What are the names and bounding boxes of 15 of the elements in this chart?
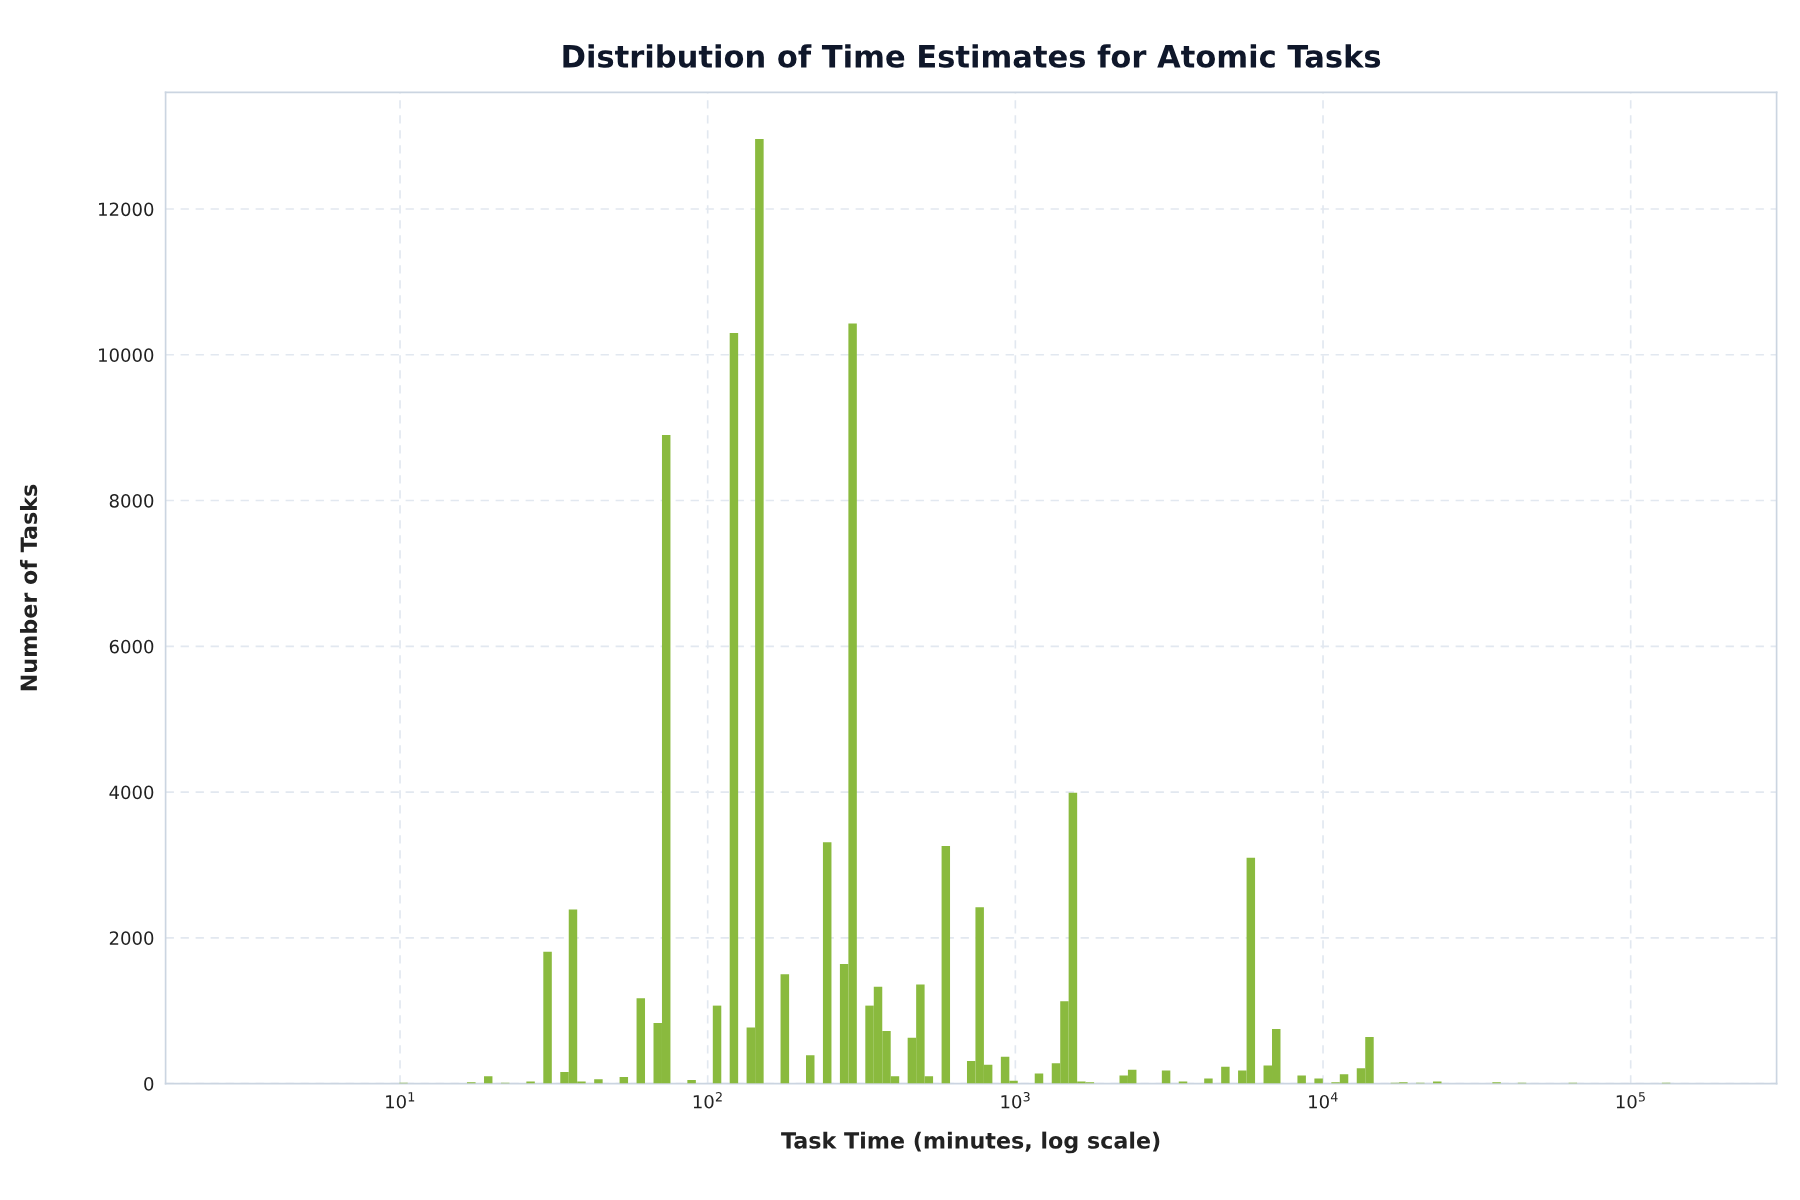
x-tick-label: 10$^{3}$ [1001, 1092, 1030, 1109]
y-axis-title: Number of Tasks [19, 484, 38, 691]
y-tick-label: 10000 [99, 348, 154, 362]
x-axis-title: Task Time (minutes, log scale) [781, 1131, 1160, 1154]
y-tick-label: 12000 [99, 202, 154, 217]
y-tick-label: 6000 [109, 639, 154, 654]
x-tick-label: 10$^{4}$ [1309, 1092, 1338, 1109]
x-tick-label: 10$^{5}$ [1616, 1092, 1645, 1109]
chart-title: Distribution of Time Estimates for Atomic Tasks [563, 44, 1381, 68]
y-tick-label: 0 [144, 1077, 154, 1091]
y-tick-label: 8000 [109, 494, 154, 508]
y-tick-label: 2000 [109, 931, 154, 945]
x-tick-label: 10$^{2}$ [693, 1092, 722, 1109]
x-tick-label: 10$^{1}$ [386, 1092, 415, 1109]
y-tick-label: 4000 [109, 785, 154, 800]
